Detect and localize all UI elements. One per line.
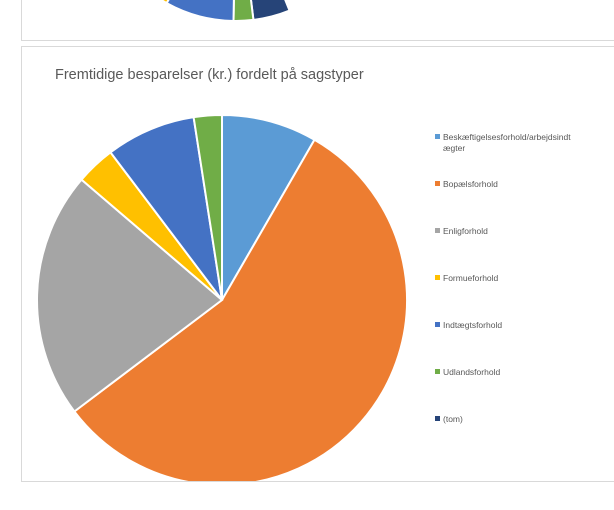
pie-slice-bopælsforhold[interactable] [72, 138, 409, 481]
legend-swatch [435, 228, 440, 233]
pie-slice-beskæftigelsesforhold-arbejdsindtægter[interactable] [221, 113, 316, 304]
chart-title: Fremtidige besparelser (kr.) fordelt på … [55, 67, 364, 83]
pie-slice-enligforhold[interactable] [36, 178, 224, 413]
legend-label: (tom) [443, 414, 463, 424]
legend-item[interactable]: Beskæftigelsesforhold/arbejdsindt ægter [435, 132, 613, 179]
legend-item[interactable]: Enligforhold [435, 226, 613, 273]
legend-item[interactable]: Indtægtsforhold [435, 320, 613, 367]
previous-pie-slice [232, 0, 255, 22]
pie-chart [36, 113, 409, 481]
legend-item[interactable]: Bopælsforhold [435, 179, 613, 226]
legend-label: Beskæftigelsesforhold/arbejdsindt [443, 132, 571, 142]
pie-slice-udlandsforhold[interactable] [192, 113, 223, 301]
legend-swatch [435, 134, 440, 139]
legend-label: Enligforhold [443, 226, 488, 236]
legend-swatch [435, 322, 440, 327]
previous-chart-pie [159, 0, 291, 22]
legend-label: Indtægtsforhold [443, 320, 503, 330]
legend-swatch [435, 181, 440, 186]
legend-swatch [435, 369, 440, 374]
legend-item[interactable]: Formueforhold [435, 273, 613, 320]
legend-swatch [435, 416, 440, 421]
legend-label: Bopælsforhold [443, 179, 498, 189]
legend-item[interactable]: Udlandsforhold [435, 367, 613, 414]
previous-pie-slice [159, 0, 170, 5]
pie-slice-indtægtsforhold[interactable] [109, 116, 223, 301]
legend-label: Formueforhold [443, 273, 499, 283]
legend-label: Udlandsforhold [443, 367, 501, 377]
legend-item[interactable]: (tom) [435, 414, 613, 461]
chart-legend: Beskæftigelsesforhold/arbejdsindt ægter Bo… [435, 132, 613, 461]
legend-swatch [435, 275, 440, 280]
previous-pie-slice [165, 0, 235, 22]
chart-frame[interactable]: Fremtidige besparelser (kr.) fordelt på … [21, 46, 614, 482]
previous-chart-frame[interactable] [21, 0, 614, 41]
legend-label: ægter [443, 143, 466, 153]
